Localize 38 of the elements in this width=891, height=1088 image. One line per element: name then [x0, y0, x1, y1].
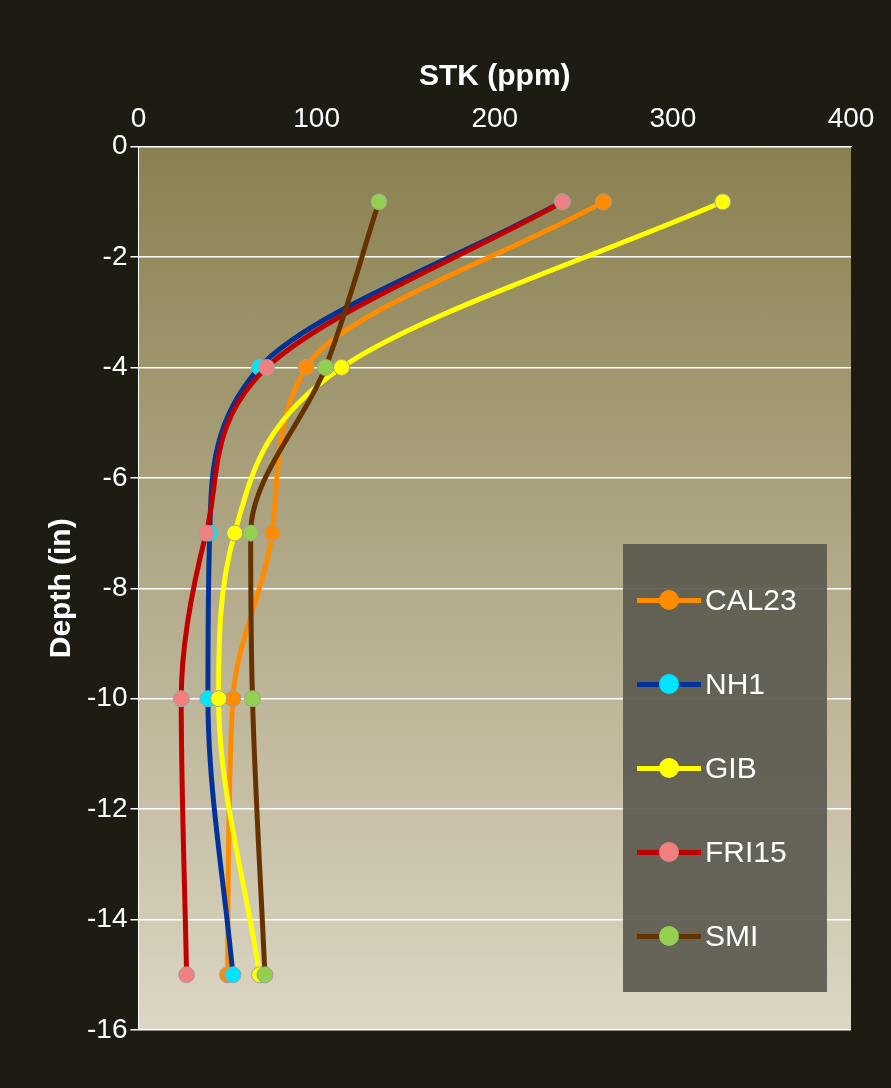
point	[224, 690, 242, 708]
point	[714, 193, 732, 211]
y-tick-label: -16	[87, 1012, 128, 1044]
y-tick-label: -2	[102, 239, 128, 271]
point	[317, 358, 335, 376]
legend-label: NH1	[705, 667, 766, 701]
point	[263, 524, 281, 542]
point	[172, 690, 190, 708]
y-tick-label: -8	[102, 571, 128, 603]
y-tick-label: -4	[102, 350, 128, 382]
legend-label: GIB	[705, 751, 757, 785]
point	[258, 358, 276, 376]
y-axis-title: Depth (in)	[43, 518, 77, 659]
legend-label: SMI	[705, 919, 759, 953]
y-tick-label: -12	[87, 791, 128, 823]
point	[256, 966, 274, 984]
point	[242, 524, 260, 542]
x-tick-label: 200	[471, 101, 519, 133]
y-tick-label: -6	[102, 460, 128, 492]
y-tick-label: 0	[111, 129, 128, 161]
point	[594, 193, 612, 211]
y-tick-label: -10	[87, 681, 128, 713]
point	[178, 966, 196, 984]
y-tick-label: -14	[87, 902, 128, 934]
x-tick-label: 400	[827, 101, 875, 133]
point	[226, 524, 244, 542]
point	[370, 193, 388, 211]
x-tick-label: 300	[649, 101, 697, 133]
x-axis-title: STK (ppm)	[418, 58, 571, 92]
point	[210, 690, 228, 708]
point	[297, 358, 315, 376]
point	[333, 358, 351, 376]
point	[224, 966, 242, 984]
x-tick-label: 100	[293, 101, 340, 133]
point	[197, 524, 215, 542]
point	[243, 690, 261, 708]
legend-label: FRI15	[705, 835, 787, 869]
legend-label: CAL23	[705, 583, 797, 617]
